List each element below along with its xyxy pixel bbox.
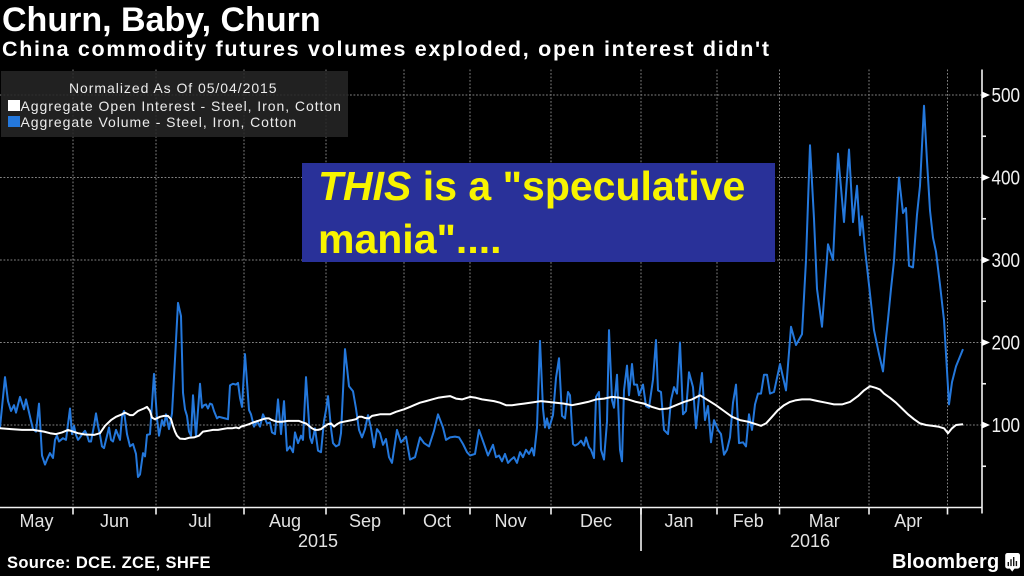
svg-text:Apr: Apr	[894, 511, 922, 531]
svg-text:100: 100	[992, 415, 1021, 437]
svg-text:Dec: Dec	[580, 511, 612, 531]
svg-text:500: 500	[992, 85, 1021, 107]
svg-text:Jan: Jan	[664, 511, 693, 531]
svg-text:May: May	[19, 511, 53, 531]
svg-text:200: 200	[992, 333, 1021, 355]
svg-text:Aug: Aug	[269, 511, 301, 531]
svg-text:2015: 2015	[298, 531, 338, 551]
svg-text:2016: 2016	[790, 531, 830, 551]
svg-text:400: 400	[992, 168, 1021, 190]
svg-text:Jul: Jul	[188, 511, 211, 531]
svg-text:Mar: Mar	[809, 511, 840, 531]
svg-text:Nov: Nov	[494, 511, 526, 531]
svg-text:Sep: Sep	[349, 511, 381, 531]
svg-text:Feb: Feb	[733, 511, 764, 531]
svg-text:Oct: Oct	[423, 511, 451, 531]
svg-text:Jun: Jun	[100, 511, 129, 531]
svg-text:300: 300	[992, 250, 1021, 272]
